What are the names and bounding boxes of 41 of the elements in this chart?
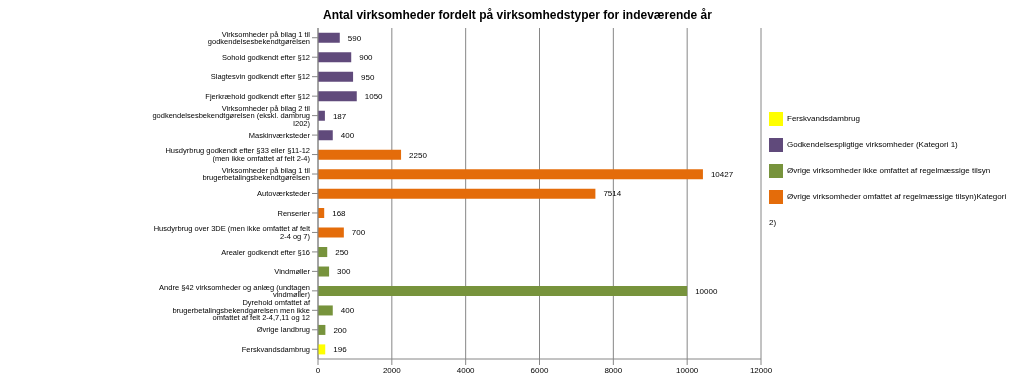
bar	[318, 266, 330, 277]
x-tick-label: 12000	[749, 365, 773, 375]
data-label: 168	[332, 208, 347, 218]
data-label: 200	[333, 325, 348, 335]
data-label: 400	[340, 131, 355, 141]
x-tick-label: 2000	[382, 365, 402, 375]
bar	[318, 130, 333, 141]
legend-label: Ferskvandsdambrug	[787, 114, 860, 123]
bar	[318, 188, 596, 199]
data-label: 590	[347, 33, 362, 43]
bar	[318, 169, 703, 180]
x-tick-label: 4000	[456, 365, 476, 375]
bar	[318, 285, 688, 296]
x-tick-label: 6000	[530, 365, 549, 375]
data-label: 10427	[710, 170, 734, 179]
bar	[318, 71, 354, 82]
data-label: 700	[351, 228, 366, 238]
data-label: 250	[335, 247, 350, 257]
data-label: 187	[332, 111, 347, 121]
bar	[318, 227, 344, 238]
bar	[318, 305, 333, 316]
text: Øvrige virksomheder omfattet af regelmæssige tilsyn)Kategori 2)	[769, 192, 1007, 227]
x-tick-label: 10000	[676, 365, 699, 375]
chart-title: Antal virksomheder fordelt på virksomhedstyper for indeværende år	[322, 8, 713, 22]
data-label: 2250	[409, 150, 428, 160]
bar	[318, 91, 357, 102]
bar	[318, 149, 402, 160]
x-tick-label: 0	[315, 365, 321, 375]
data-label: 900	[359, 53, 374, 63]
data-label: 10000	[695, 286, 718, 296]
data-label: 7514	[603, 189, 622, 199]
bar	[318, 32, 340, 43]
data-label: 950	[361, 72, 375, 82]
legend-label: Godkendelsespligtige virksomheder (Kategori 1)	[787, 140, 958, 149]
data-label: 1050	[364, 92, 384, 102]
legend-label: Øvrige virksomheder ikke omfattet af regelmæssige tilsyn	[787, 166, 991, 175]
bar	[318, 52, 352, 63]
x-tick-label: 8000	[604, 365, 623, 375]
data-label: 300	[337, 267, 351, 277]
data-label: 400	[340, 306, 355, 316]
data-label: 196	[333, 345, 348, 355]
